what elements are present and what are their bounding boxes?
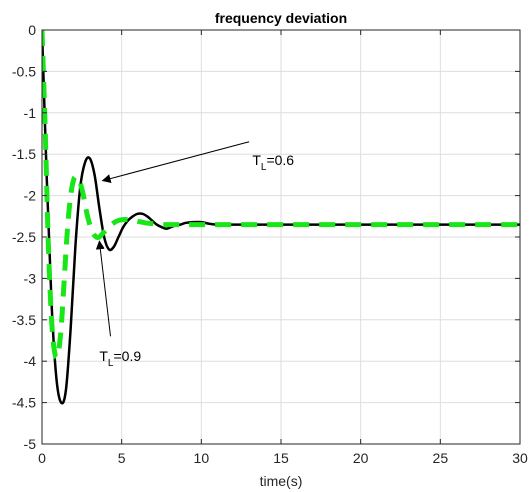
annotation-subscript: L xyxy=(261,162,267,173)
x-tick-label: 30 xyxy=(512,450,528,466)
y-tick-label: -3 xyxy=(24,270,37,286)
series-layer xyxy=(42,30,520,405)
x-axis-label: time(s) xyxy=(260,473,303,489)
chart-title: frequency deviation xyxy=(215,10,347,26)
x-tick-label: 10 xyxy=(194,450,210,466)
y-tick-label: -1.5 xyxy=(12,146,36,162)
annotation-arrow-1 xyxy=(101,141,250,183)
annotation-main: T xyxy=(252,152,261,168)
y-tick-label: -3.5 xyxy=(12,312,36,328)
y-tick-label: -2.5 xyxy=(12,229,36,245)
y-tick-label: -2 xyxy=(24,188,37,204)
annotation-value: =0.6 xyxy=(266,152,294,168)
annotation-main: T xyxy=(99,348,108,364)
y-tick-label: -1 xyxy=(24,105,37,121)
grid xyxy=(42,30,520,444)
y-tick-label: -4.5 xyxy=(12,395,36,411)
ticks: 0 5 10 15 20 25 30 0 -0.5 -1 -1.5 -2 -2.5 -3 -3.5 -4 -4.… xyxy=(12,22,528,466)
annotations: TL=0.6TL=0.9 xyxy=(95,141,294,369)
x-tick-label: 5 xyxy=(118,450,126,466)
annotation-arrow-2 xyxy=(95,240,112,337)
y-tick-label: -5 xyxy=(24,436,37,452)
x-tick-label: 25 xyxy=(433,450,449,466)
x-tick-label: 15 xyxy=(273,450,289,466)
x-tick-label: 0 xyxy=(38,450,46,466)
annotation-value: =0.9 xyxy=(113,348,141,364)
annotation-label-2: TL=0.9 xyxy=(99,348,141,369)
y-tick-label: -0.5 xyxy=(12,63,36,79)
y-tick-label: 0 xyxy=(28,22,36,38)
y-tick-label: -4 xyxy=(24,353,37,369)
annotation-label-1: TL=0.6 xyxy=(252,152,294,173)
x-tick-label: 20 xyxy=(353,450,369,466)
series-line-2 xyxy=(42,30,520,360)
annotation-subscript: L xyxy=(108,358,114,369)
